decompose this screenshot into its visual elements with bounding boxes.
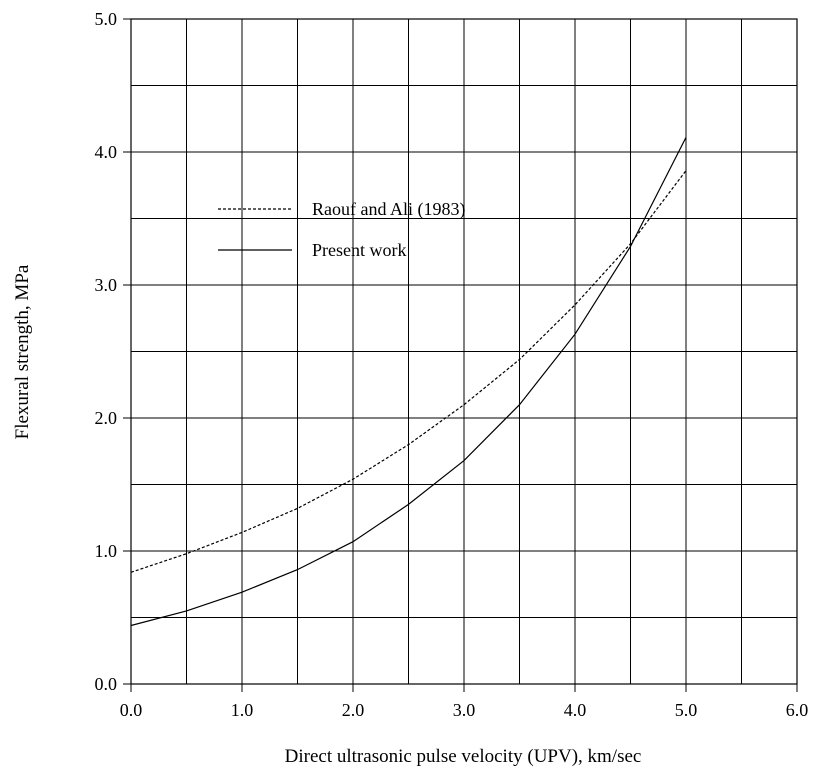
y-axis-label: Flexural strength, MPa (12, 264, 33, 439)
series-group (130, 137, 687, 627)
x-tick-label: 0.0 (120, 700, 143, 720)
y-tick-label: 5.0 (95, 9, 118, 29)
x-tick-label: 5.0 (675, 700, 698, 720)
series-line-raouf-and-ali (130, 170, 687, 573)
series-line-present-work (130, 137, 687, 627)
y-tick-label: 3.0 (95, 275, 118, 295)
legend: Raouf and Ali (1983) Present work (218, 199, 465, 260)
x-tick-label: 3.0 (453, 700, 476, 720)
x-tick-label: 1.0 (231, 700, 254, 720)
y-tick-label: 1.0 (95, 541, 118, 561)
y-tick-label: 4.0 (95, 142, 118, 162)
legend-label: Present work (312, 240, 406, 260)
y-tick-label: 2.0 (95, 408, 118, 428)
x-tick-label: 6.0 (786, 700, 809, 720)
y-tick-label: 0.0 (95, 674, 118, 694)
axis-ticks: 0.0 1.0 2.0 3.0 4.0 5.0 6.0 0.0 1.0 2.0 3.0 4.0 5.0 (95, 9, 809, 720)
grid (131, 19, 797, 684)
x-tick-label: 2.0 (342, 700, 365, 720)
x-tick-label: 4.0 (564, 700, 587, 720)
legend-label: Raouf and Ali (1983) (312, 199, 465, 220)
x-axis-label: Direct ultrasonic pulse velocity (UPV), … (285, 746, 642, 767)
